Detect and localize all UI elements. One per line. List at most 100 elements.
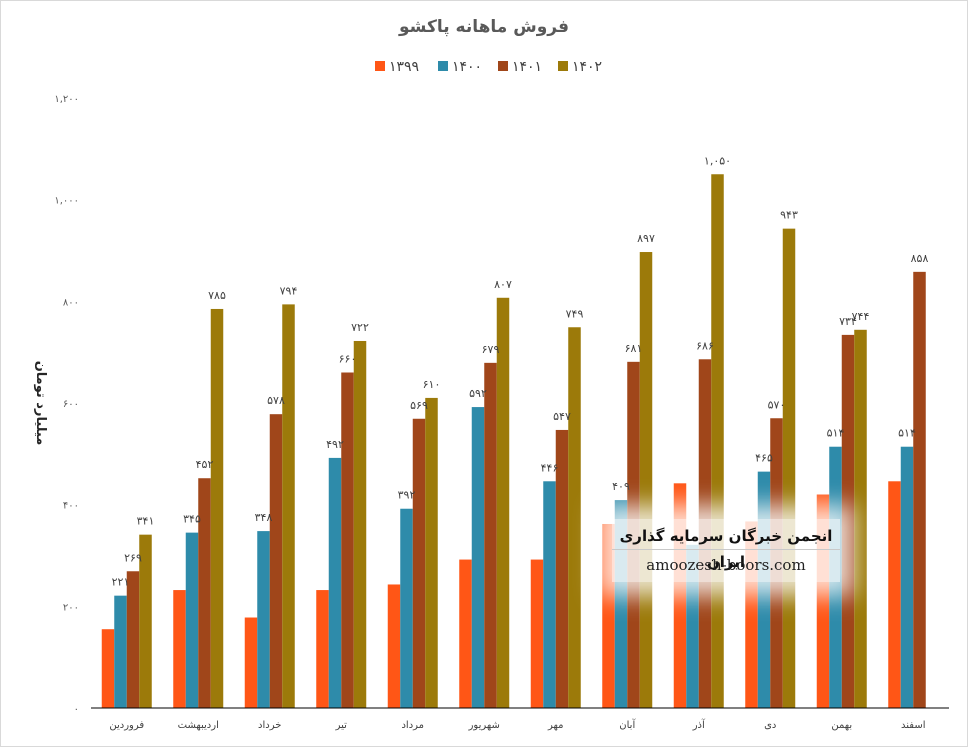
bar	[568, 327, 581, 708]
bar	[101, 629, 115, 708]
data-label: ۹۴۳	[780, 209, 798, 222]
data-label: ۲۲۱	[112, 576, 130, 589]
x-category-label: آبان	[619, 718, 636, 731]
data-label: ۴۶۵	[755, 452, 773, 465]
data-label: ۶۱۰	[423, 378, 441, 391]
bar	[711, 174, 724, 708]
data-label: ۵۹۲	[469, 387, 487, 400]
data-label: ۵۷۸	[267, 394, 285, 407]
bar	[686, 544, 699, 708]
bar	[316, 590, 329, 708]
bar	[900, 446, 914, 708]
data-label: ۸۰۷	[494, 278, 512, 291]
bar	[185, 532, 199, 708]
watermark-title: انجمن خبرگان سرمایه گذاری ایران	[612, 519, 840, 571]
data-label: ۳۹۲	[398, 489, 416, 502]
bar	[913, 271, 926, 708]
y-axis-ticks: ۰ ۲۰۰ ۴۰۰ ۶۰۰ ۸۰۰ ۱,۰۰۰ ۱,۲۰۰	[54, 94, 79, 715]
y-tick-label: ۰	[74, 704, 79, 715]
data-label: ۷۲۲	[351, 321, 369, 334]
bar	[412, 418, 426, 708]
bar	[400, 508, 413, 708]
legend-label: ۱۳۹۹	[389, 59, 419, 75]
legend-swatch	[558, 61, 568, 71]
watermark: انجمن خبرگان سرمایه گذاری ایران amoozesh…	[612, 519, 840, 582]
watermark-url: amoozesh-boors.com	[646, 556, 806, 574]
data-label: ۸۵۸	[911, 252, 929, 265]
x-category-label: دی	[764, 720, 776, 731]
bar	[126, 571, 140, 708]
legend: ۱۳۹۹ ۱۴۰۰ ۱۴۰۱ ۱۴۰۲	[375, 59, 602, 75]
x-category-label: شهریور	[468, 720, 500, 731]
legend-label: ۱۴۰۲	[572, 59, 602, 75]
legend-label: ۱۴۰۱	[512, 59, 542, 75]
x-axis-categories: فروردین اردیبهشت خرداد تیر مرداد شهریور مهر آبا…	[109, 718, 925, 731]
data-labels: ۲۲۱ ۲۶۹ ۳۴۱ ۳۴۵ ۴۵۲ ۷۸۵ ۳۴۸ ۵۷۸ ۷۹۴ ۴۹۲ ۶۶۰ ۷۲۲ ۳۹۲ ۵…	[112, 154, 929, 588]
data-label: ۷۴۴	[852, 310, 870, 323]
bar	[387, 584, 401, 708]
bar	[257, 531, 270, 708]
y-axis-label: میلیارد تومان	[33, 361, 48, 446]
data-label: ۵۱۴	[898, 427, 916, 440]
bar	[673, 483, 687, 708]
bar	[269, 414, 283, 708]
bar	[210, 308, 224, 708]
data-label: ۷۳۴	[839, 315, 857, 328]
y-tick-label: ۱,۰۰۰	[54, 196, 79, 207]
bar	[496, 297, 510, 708]
bar	[425, 397, 438, 708]
bar	[328, 457, 342, 708]
bar	[782, 228, 796, 708]
y-tick-label: ۱,۲۰۰	[54, 94, 79, 105]
x-category-label: اسفند	[901, 720, 925, 731]
x-category-label: خرداد	[258, 720, 281, 731]
legend-swatch	[375, 61, 385, 71]
bar	[459, 559, 472, 708]
bar	[471, 407, 485, 708]
bar	[198, 478, 211, 708]
y-tick-label: ۸۰۰	[63, 297, 79, 308]
x-category-label: فروردین	[109, 720, 144, 731]
y-tick-label: ۶۰۰	[63, 399, 79, 410]
bar	[639, 252, 653, 708]
data-label: ۳۴۵	[183, 513, 201, 526]
bar	[173, 590, 186, 708]
bar	[353, 340, 367, 708]
bar	[341, 372, 354, 708]
data-label: ۳۴۱	[137, 515, 155, 528]
bar	[139, 534, 152, 708]
bar	[854, 329, 867, 708]
bars	[101, 174, 926, 708]
legend-swatch	[498, 61, 508, 71]
data-label: ۷۴۹	[566, 307, 584, 320]
data-label: ۵۱۴	[827, 427, 845, 440]
y-tick-label: ۴۰۰	[63, 501, 79, 512]
data-label: ۲۶۹	[124, 551, 142, 564]
x-category-label: مرداد	[401, 720, 424, 731]
data-label: ۶۶۰	[339, 353, 357, 366]
data-label: ۴۴۶	[541, 461, 559, 474]
bar	[602, 523, 615, 708]
data-label: ۶۷۹	[482, 343, 500, 356]
data-label: ۶۸۶	[696, 339, 714, 352]
bar	[555, 429, 569, 708]
data-label: ۵۷۰	[768, 398, 786, 411]
chart-title: فروش ماهانه پاکشو	[398, 17, 569, 37]
bar	[244, 617, 258, 708]
data-label: ۷۸۵	[208, 289, 226, 302]
legend-label: ۱۴۰۰	[452, 59, 482, 75]
x-category-label: بهمن	[831, 720, 852, 731]
y-tick-label: ۲۰۰	[63, 602, 79, 613]
data-label: ۴۹۲	[326, 438, 344, 451]
bar	[841, 334, 855, 708]
bar	[484, 362, 497, 708]
data-label: ۴۵۲	[196, 458, 214, 471]
x-category-label: تیر	[335, 720, 348, 731]
data-label: ۴۰۹	[612, 480, 630, 493]
data-label: ۶۸۱	[625, 342, 643, 355]
data-label: ۵۴۷	[553, 410, 571, 423]
x-category-label: اردیبهشت	[178, 720, 219, 731]
bar	[282, 304, 295, 708]
